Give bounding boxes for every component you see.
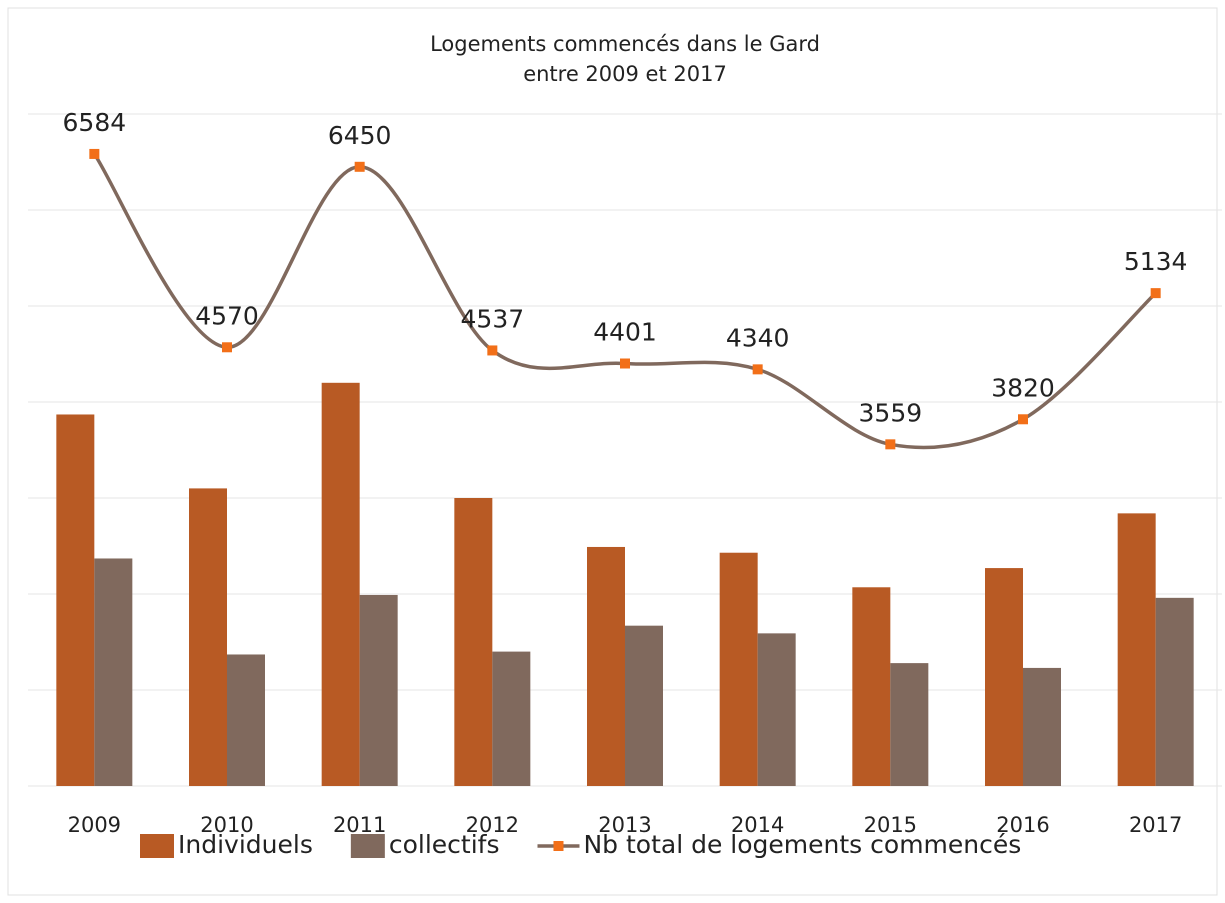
x-tick-label: 2017	[1129, 813, 1182, 837]
data-label: 5134	[1124, 247, 1188, 276]
x-tick-label: 2009	[68, 813, 121, 837]
data-label: 6450	[328, 121, 392, 150]
marker	[752, 364, 763, 375]
chart-frame	[7, 7, 1218, 896]
x-tick-label: 2011	[333, 813, 386, 837]
data-label: 4340	[726, 323, 790, 352]
data-label: 6584	[63, 108, 127, 137]
chart-subtitle: entre 2009 et 2017	[523, 62, 727, 86]
bar	[454, 498, 493, 786]
chart-title: Logements commencés dans le Gard	[430, 32, 820, 56]
data-label: 3559	[859, 398, 923, 427]
bar	[321, 382, 360, 786]
marker	[620, 358, 630, 369]
bar	[56, 414, 95, 786]
bar	[719, 552, 758, 786]
marker	[1018, 414, 1028, 425]
x-tick-label: 2013	[598, 813, 651, 837]
legend-marker	[553, 841, 564, 851]
legend-label: Nb total de logements commencés	[583, 830, 1021, 859]
bar	[757, 633, 796, 786]
bar	[852, 587, 891, 786]
marker	[1150, 288, 1161, 299]
bar	[94, 558, 133, 786]
legend-label: collectifs	[389, 830, 500, 859]
x-tick-label: 2016	[996, 813, 1049, 837]
bar	[492, 651, 531, 786]
bar	[587, 546, 625, 786]
x-tick-label: 2015	[864, 813, 917, 837]
marker	[354, 161, 365, 172]
marker	[487, 345, 498, 356]
data-label: 4570	[195, 301, 259, 330]
data-label: 3820	[991, 373, 1055, 402]
legend-swatch	[140, 834, 174, 858]
legend-swatch	[350, 834, 385, 858]
bar	[890, 663, 929, 786]
marker	[885, 439, 896, 450]
bar	[1023, 667, 1061, 786]
data-label: 4537	[461, 304, 525, 333]
x-tick-label: 2010	[200, 813, 253, 837]
bar	[1155, 597, 1194, 786]
bar	[1117, 513, 1156, 786]
marker	[222, 342, 232, 353]
bar	[359, 594, 398, 786]
legend-label: Individuels	[178, 830, 313, 859]
bar	[625, 625, 663, 786]
marker	[89, 148, 100, 159]
line	[92, 152, 1157, 450]
bar	[189, 488, 227, 786]
bar	[985, 568, 1023, 786]
x-tick-label: 2014	[731, 813, 784, 837]
bar	[227, 654, 265, 786]
x-tick-label: 2012	[466, 813, 519, 837]
data-label: 4401	[593, 318, 657, 347]
